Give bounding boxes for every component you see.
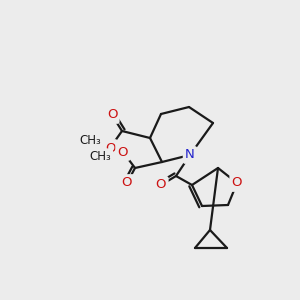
Text: N: N [185, 148, 195, 161]
Text: CH₃: CH₃ [79, 134, 101, 146]
Text: O: O [156, 178, 166, 191]
Text: O: O [232, 176, 242, 190]
Text: O: O [105, 142, 115, 154]
Text: CH₃: CH₃ [89, 151, 111, 164]
Text: O: O [118, 146, 128, 158]
Text: O: O [122, 176, 132, 190]
Text: O: O [107, 109, 117, 122]
